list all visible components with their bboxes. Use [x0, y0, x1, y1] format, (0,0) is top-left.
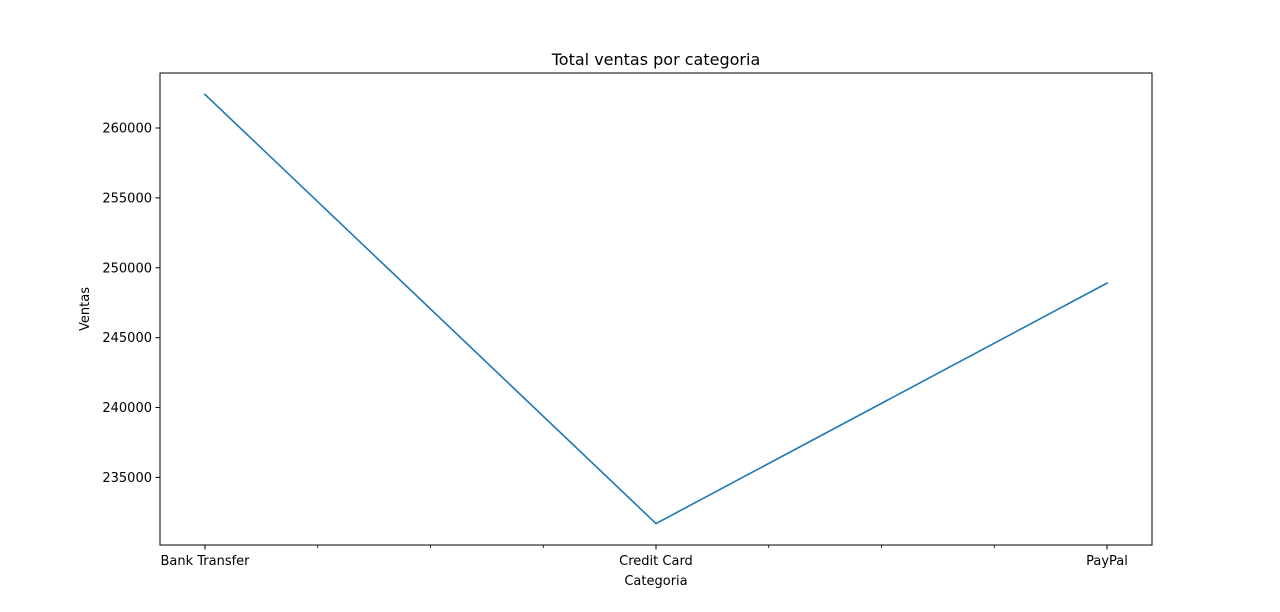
y-tick-label: 245000: [102, 331, 152, 346]
y-axis-label: Ventas: [78, 287, 93, 331]
x-axis-label: Categoria: [624, 574, 687, 589]
y-tick-label: 235000: [102, 471, 152, 486]
chart-title: Total ventas por categoria: [551, 50, 761, 69]
y-tick-label: 250000: [102, 261, 152, 276]
x-tick-label: PayPal: [1086, 554, 1128, 569]
x-axis: Bank Transfer Credit Card PayPal: [160, 545, 1128, 569]
y-tick-label: 260000: [102, 121, 152, 136]
series-layer: [203, 93, 1109, 525]
plot-area: [160, 73, 1152, 545]
data-point: [204, 93, 206, 96]
plot-background: [160, 73, 1152, 545]
y-tick-label: 255000: [102, 191, 152, 206]
data-point: [1106, 282, 1108, 284]
y-tick-label: 240000: [102, 401, 152, 416]
plot-frame: [159, 72, 1153, 546]
x-tick-label: Credit Card: [619, 554, 693, 569]
y-axis: 235000 240000 245000 250000 255000 260000: [102, 121, 160, 486]
data-point: [655, 522, 657, 525]
x-tick-label: Bank Transfer: [160, 554, 250, 569]
